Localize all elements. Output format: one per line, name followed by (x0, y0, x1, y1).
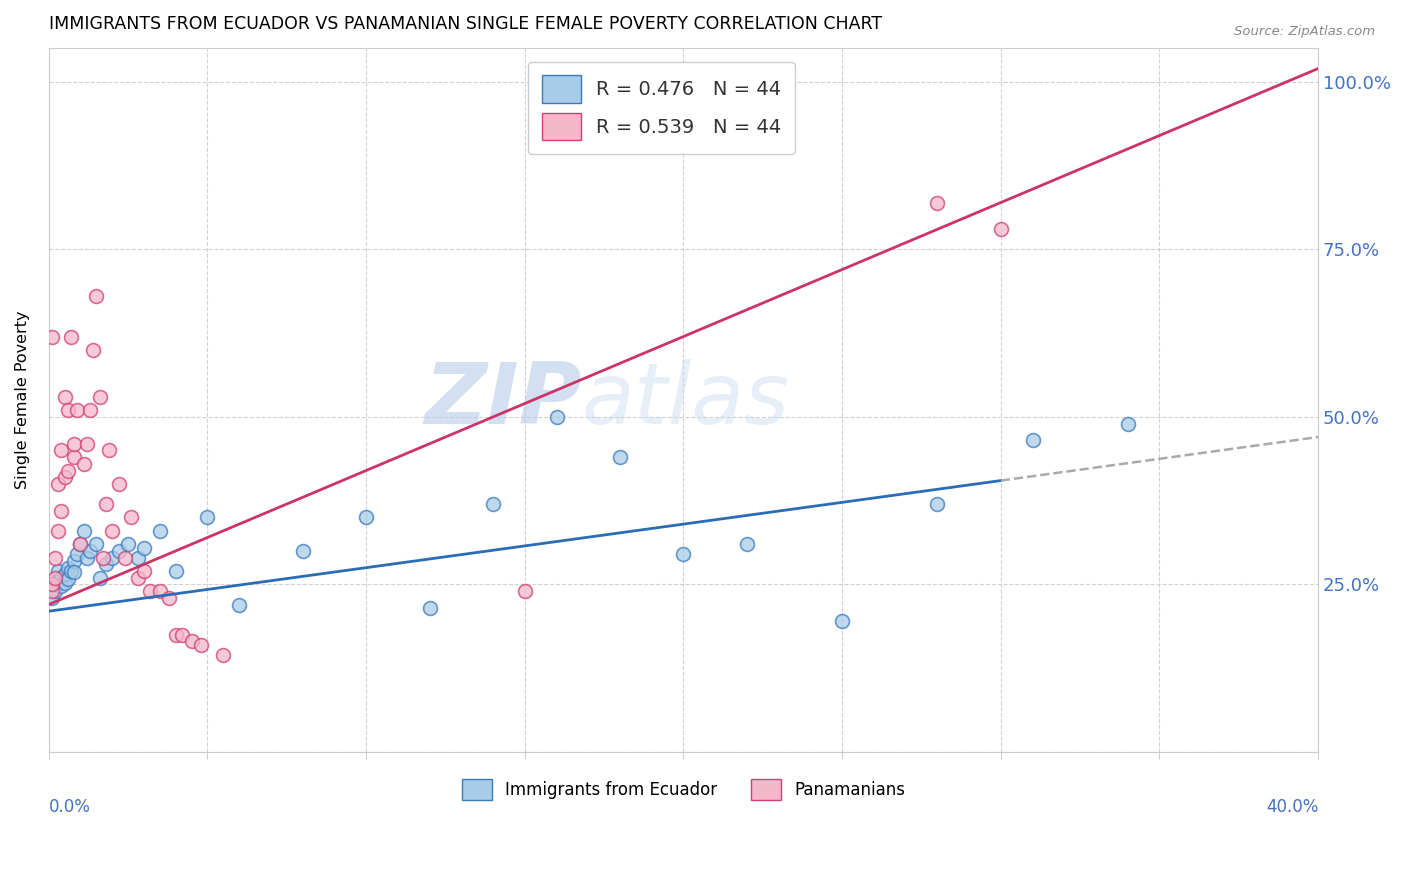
Point (132, 541, 155, 555)
Point (53, 470, 76, 484)
Point (76, 436, 98, 450)
Point (51, 571, 73, 585)
Point (63, 566, 86, 580)
Point (86, 537, 108, 551)
Point (56, 403, 79, 417)
Point (149, 524, 172, 538)
Point (1021, 434, 1043, 448)
Point (86, 289, 108, 303)
Text: Source: ZipAtlas.com: Source: ZipAtlas.com (1234, 25, 1375, 38)
Point (73, 457, 96, 471)
Point (44, 584, 66, 599)
Point (51, 443, 73, 458)
Point (609, 450, 631, 464)
Point (44, 550, 66, 565)
Point (212, 648, 235, 662)
Point (180, 634, 202, 648)
Point (79, 544, 101, 558)
Point (41, 591, 63, 605)
Point (79, 403, 101, 417)
Point (46, 574, 69, 588)
Point (76, 550, 98, 565)
Point (1116, 417, 1139, 431)
Point (66, 547, 89, 561)
Point (59, 564, 82, 578)
Point (672, 547, 695, 561)
Legend: Immigrants from Ecuador, Panamanians: Immigrants from Ecuador, Panamanians (456, 772, 911, 807)
Point (63, 554, 86, 568)
Point (46, 524, 69, 538)
Point (107, 477, 129, 491)
Point (56, 572, 79, 586)
Point (51, 504, 73, 518)
Point (354, 510, 377, 524)
Point (101, 524, 124, 538)
Point (73, 524, 96, 538)
Point (53, 567, 76, 582)
Point (94, 558, 117, 572)
Point (89, 390, 111, 404)
Point (127, 550, 149, 565)
Point (63, 436, 86, 450)
Point (44, 577, 66, 591)
Point (69, 537, 91, 551)
Point (107, 544, 129, 558)
Point (139, 584, 162, 599)
Point (291, 544, 314, 558)
Point (165, 628, 187, 642)
Point (69, 537, 91, 551)
Point (89, 571, 111, 585)
Point (120, 510, 142, 524)
Point (149, 584, 172, 599)
Point (157, 591, 180, 605)
Point (53, 576, 76, 591)
Point (44, 571, 66, 585)
Point (41, 577, 63, 591)
Text: ZIP: ZIP (425, 359, 582, 442)
Point (41, 329, 63, 343)
Point (46, 477, 69, 491)
Text: 40.0%: 40.0% (1265, 797, 1319, 815)
Point (114, 550, 136, 565)
Point (419, 600, 441, 615)
Text: IMMIGRANTS FROM ECUADOR VS PANAMANIAN SINGLE FEMALE POVERTY CORRELATION CHART: IMMIGRANTS FROM ECUADOR VS PANAMANIAN SI… (49, 15, 882, 33)
Point (127, 571, 149, 585)
Point (132, 564, 155, 578)
Point (117, 537, 139, 551)
Point (927, 497, 949, 511)
Point (63, 450, 86, 464)
Point (735, 537, 758, 551)
Point (990, 222, 1012, 236)
Text: 0.0%: 0.0% (49, 797, 90, 815)
Point (165, 564, 187, 578)
Point (831, 614, 853, 628)
Point (51, 579, 73, 593)
Point (94, 497, 117, 511)
Point (228, 598, 250, 612)
Point (546, 409, 568, 424)
Point (41, 584, 63, 599)
Point (927, 195, 949, 210)
Point (101, 550, 124, 565)
Text: atlas: atlas (582, 359, 790, 442)
Point (190, 638, 212, 652)
Point (91, 550, 114, 565)
Point (82, 343, 104, 357)
Point (66, 403, 89, 417)
Point (56, 463, 79, 477)
Point (513, 584, 536, 599)
Point (482, 497, 505, 511)
Point (56, 560, 79, 574)
Point (170, 628, 193, 642)
Point (46, 564, 69, 578)
Point (197, 510, 219, 524)
Point (53, 390, 76, 404)
Point (59, 329, 82, 343)
Y-axis label: Single Female Poverty: Single Female Poverty (15, 311, 30, 490)
Point (41, 581, 63, 595)
Point (98, 443, 121, 458)
